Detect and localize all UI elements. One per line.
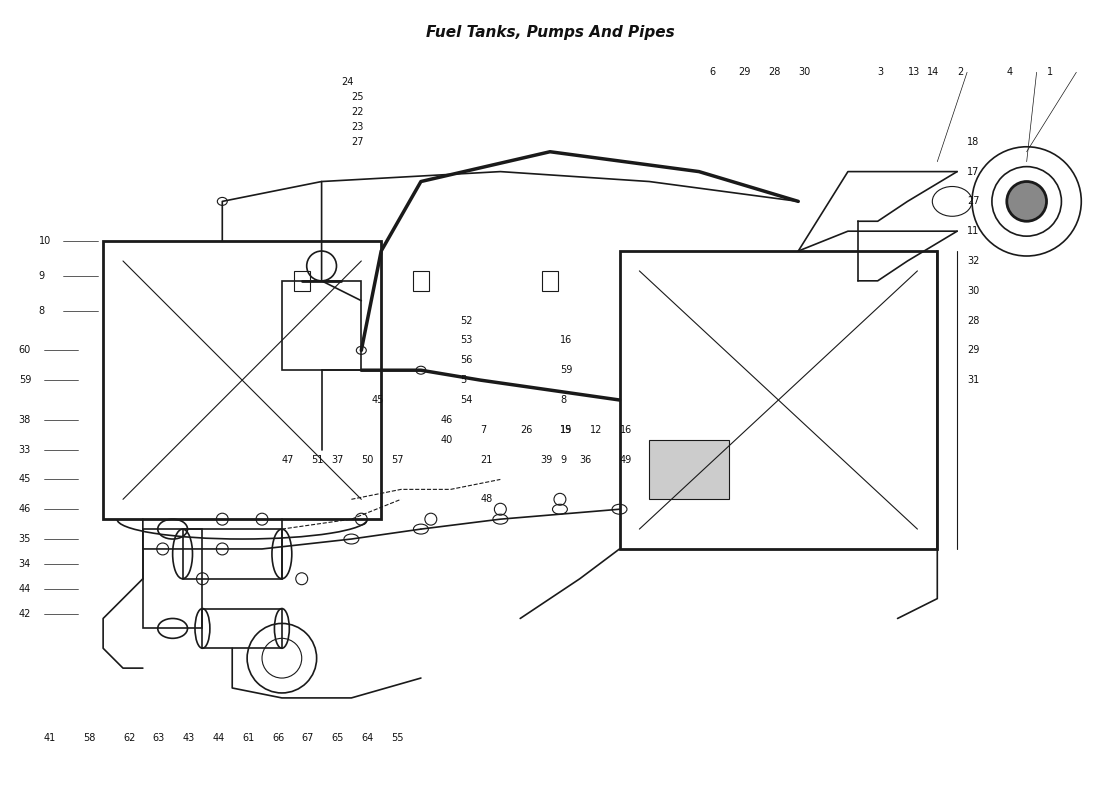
Text: 46: 46 xyxy=(19,504,31,514)
Text: 24: 24 xyxy=(341,78,354,87)
Text: 57: 57 xyxy=(392,454,404,465)
Text: 12: 12 xyxy=(590,425,602,434)
Text: 28: 28 xyxy=(769,67,781,78)
Text: 1: 1 xyxy=(1046,67,1053,78)
Bar xyxy=(294,271,310,290)
Text: 6: 6 xyxy=(708,67,715,78)
Text: 42: 42 xyxy=(19,609,31,618)
Bar xyxy=(542,271,558,290)
Text: 63: 63 xyxy=(153,733,165,742)
Text: 46: 46 xyxy=(441,415,453,425)
Text: 3: 3 xyxy=(878,67,883,78)
Text: 37: 37 xyxy=(331,454,344,465)
Text: 19: 19 xyxy=(560,425,572,434)
Text: 18: 18 xyxy=(967,137,979,147)
Text: 65: 65 xyxy=(331,733,344,742)
Text: 35: 35 xyxy=(19,534,31,544)
Bar xyxy=(412,271,429,290)
Text: 36: 36 xyxy=(580,454,592,465)
Circle shape xyxy=(1006,182,1046,222)
Text: 30: 30 xyxy=(799,67,811,78)
Text: 41: 41 xyxy=(44,733,56,742)
Text: 23: 23 xyxy=(351,122,364,132)
Text: 25: 25 xyxy=(351,92,364,102)
Text: 9: 9 xyxy=(560,454,566,465)
Text: 49: 49 xyxy=(619,454,631,465)
Text: 22: 22 xyxy=(351,107,364,117)
Text: 55: 55 xyxy=(392,733,404,742)
Text: 5: 5 xyxy=(461,375,466,385)
Text: 59: 59 xyxy=(560,366,572,375)
Bar xyxy=(619,251,937,549)
Bar xyxy=(282,281,361,370)
Bar xyxy=(183,529,282,578)
Text: 29: 29 xyxy=(739,67,751,78)
Text: 40: 40 xyxy=(441,434,453,445)
Text: 31: 31 xyxy=(967,375,979,385)
Text: 56: 56 xyxy=(461,355,473,366)
Text: 13: 13 xyxy=(908,67,920,78)
Bar xyxy=(103,241,382,519)
Text: 8: 8 xyxy=(560,395,566,405)
Text: 4: 4 xyxy=(1006,67,1013,78)
Text: 61: 61 xyxy=(242,733,254,742)
Text: 27: 27 xyxy=(351,137,364,147)
Text: 51: 51 xyxy=(311,454,324,465)
Text: 38: 38 xyxy=(19,415,31,425)
Text: 50: 50 xyxy=(361,454,374,465)
Text: 54: 54 xyxy=(461,395,473,405)
Text: 34: 34 xyxy=(19,559,31,569)
Text: 44: 44 xyxy=(212,733,224,742)
Text: 47: 47 xyxy=(282,454,295,465)
Text: 44: 44 xyxy=(19,584,31,594)
Text: 64: 64 xyxy=(361,733,374,742)
Text: 66: 66 xyxy=(272,733,284,742)
Text: 16: 16 xyxy=(560,335,572,346)
Text: Fuel Tanks, Pumps And Pipes: Fuel Tanks, Pumps And Pipes xyxy=(426,25,674,40)
Text: 62: 62 xyxy=(123,733,135,742)
Text: 30: 30 xyxy=(967,286,979,296)
Bar xyxy=(649,440,728,499)
Text: 7: 7 xyxy=(481,425,486,434)
Text: 14: 14 xyxy=(927,67,939,78)
Text: 43: 43 xyxy=(183,733,195,742)
Text: 53: 53 xyxy=(461,335,473,346)
Text: 2: 2 xyxy=(957,67,964,78)
Text: 48: 48 xyxy=(481,494,493,504)
Bar xyxy=(143,529,202,629)
Text: 32: 32 xyxy=(967,256,979,266)
Text: 67: 67 xyxy=(301,733,315,742)
Text: 29: 29 xyxy=(967,346,979,355)
Text: 59: 59 xyxy=(19,375,31,385)
Text: 27: 27 xyxy=(967,196,980,206)
Text: 28: 28 xyxy=(967,315,979,326)
Text: 11: 11 xyxy=(967,226,979,236)
Text: 45: 45 xyxy=(19,474,31,485)
Text: 52: 52 xyxy=(461,315,473,326)
Text: 10: 10 xyxy=(39,236,51,246)
Text: 26: 26 xyxy=(520,425,532,434)
Text: 45: 45 xyxy=(372,395,384,405)
Text: 16: 16 xyxy=(619,425,631,434)
Text: 60: 60 xyxy=(19,346,31,355)
Text: 21: 21 xyxy=(481,454,493,465)
Text: 17: 17 xyxy=(967,166,979,177)
Text: 33: 33 xyxy=(19,445,31,454)
Text: 9: 9 xyxy=(39,271,45,281)
Text: 8: 8 xyxy=(39,306,45,316)
Bar xyxy=(202,609,282,648)
Text: 15: 15 xyxy=(560,425,572,434)
Text: 58: 58 xyxy=(84,733,96,742)
Text: 39: 39 xyxy=(540,454,552,465)
